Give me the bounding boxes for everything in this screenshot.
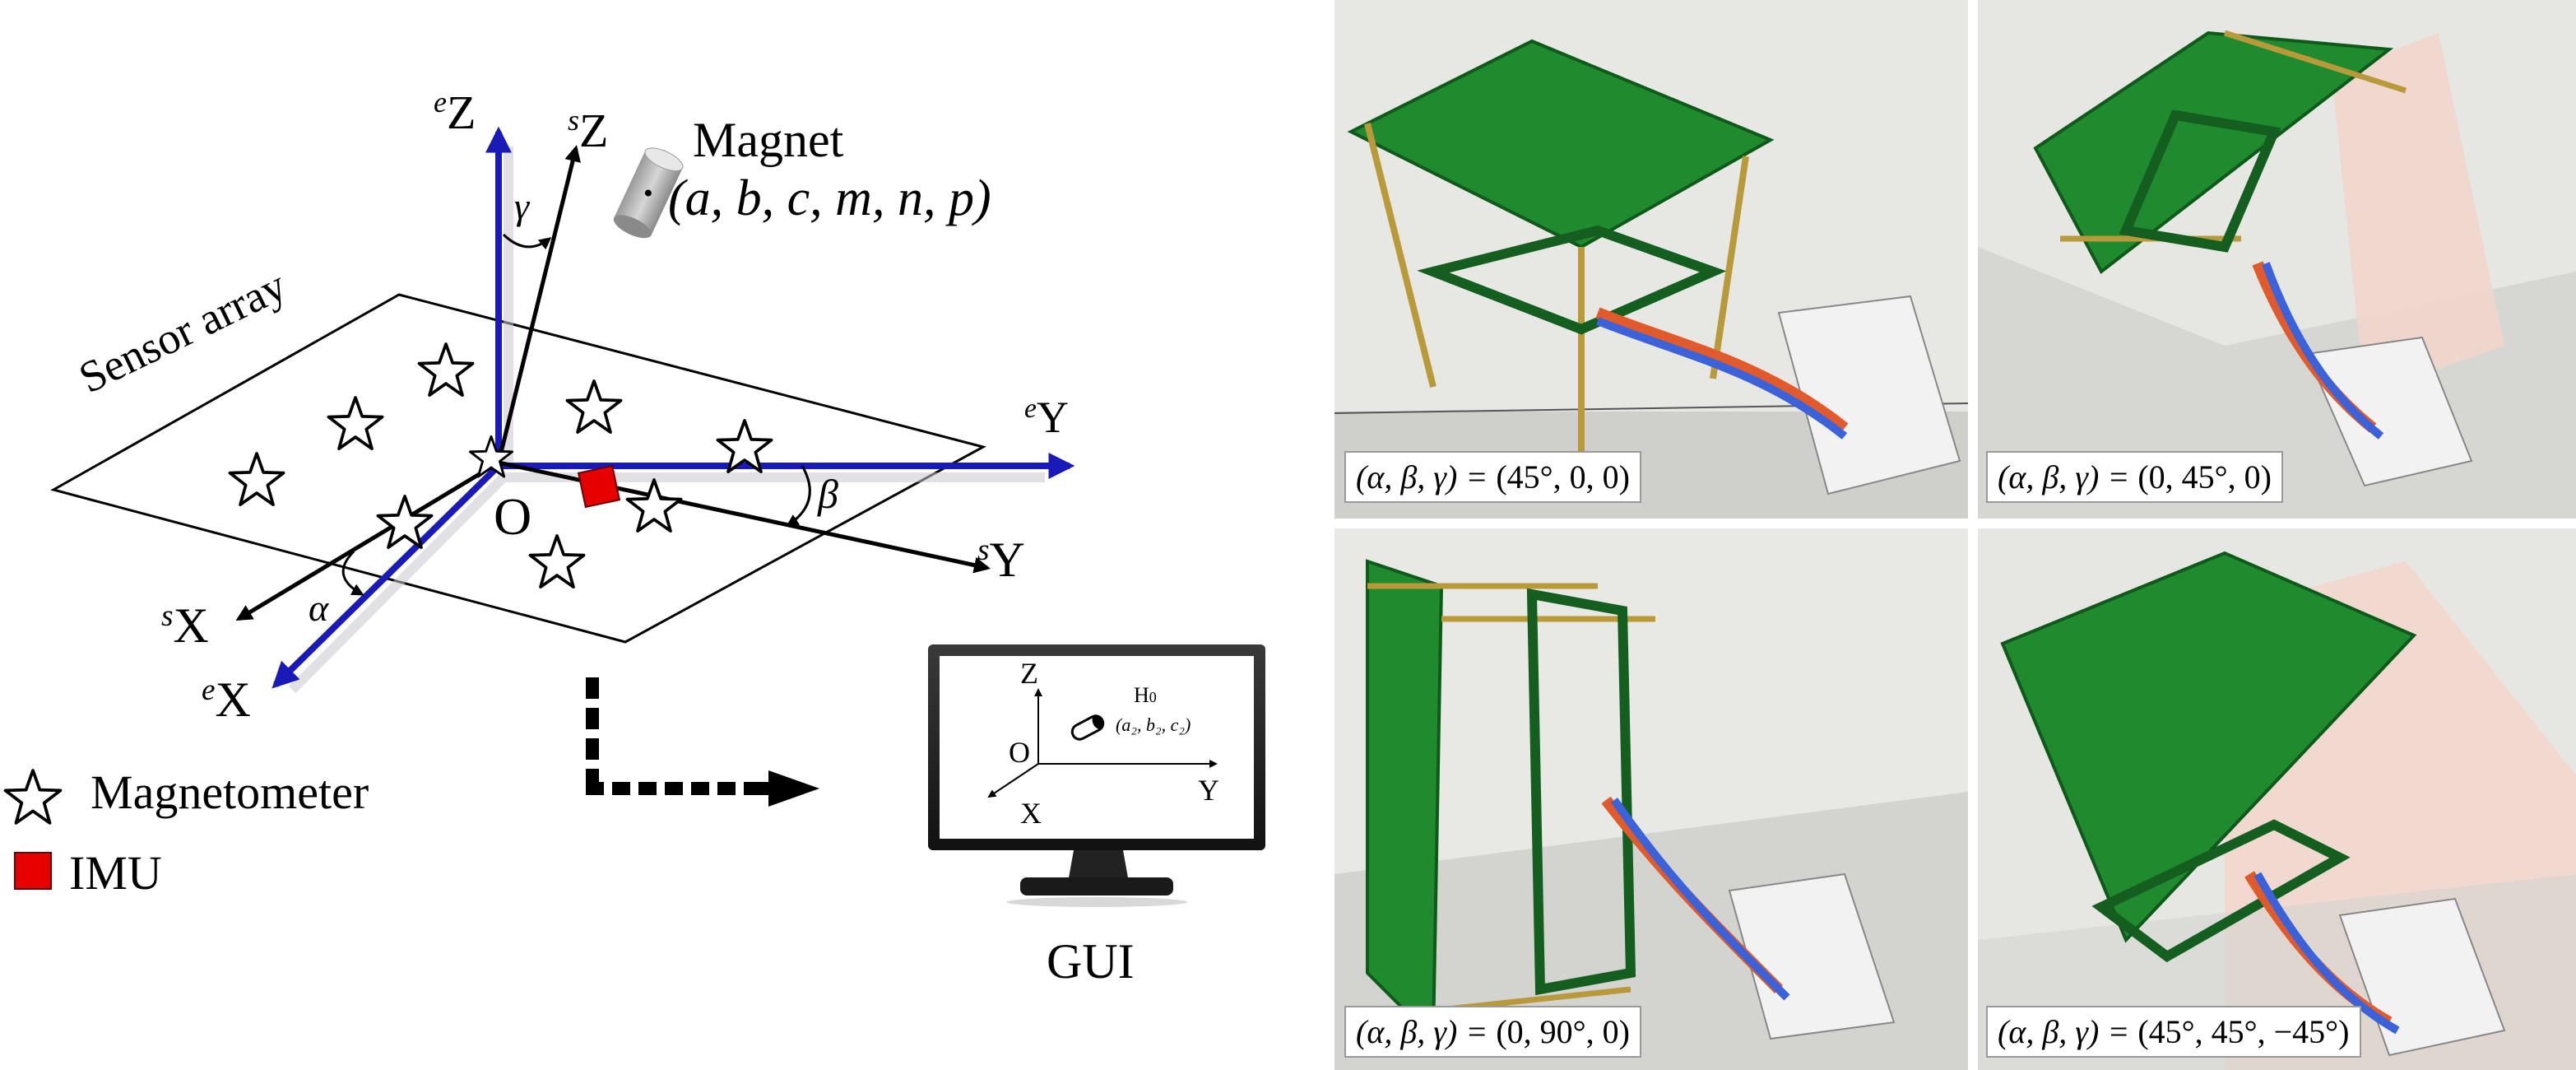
earth-z-label: eZ (434, 86, 476, 139)
gui-z-label: Z (1020, 657, 1038, 690)
beta-label: β (818, 471, 838, 517)
gamma-label: γ (514, 185, 530, 227)
gui-label: GUI (1047, 934, 1135, 989)
coordinate-diagram (3, 126, 1265, 907)
gui-monitor (928, 644, 1265, 907)
magnet-title: Magnet (693, 113, 844, 167)
photo-caption: (α, β, γ) = (0, 90°, 0) (1344, 1006, 1641, 1058)
imu-square (577, 464, 621, 509)
gamma-arc (502, 233, 552, 250)
beta-arc (786, 465, 811, 527)
magnet-params: (a, b, c, m, n, p) (668, 170, 991, 226)
magnetometer-legend-label: Magnetometer (91, 765, 369, 819)
magnetometer-legend-star-icon (3, 769, 63, 825)
imu-legend-label: IMU (69, 846, 162, 900)
photo-panel: (α, β, γ) = (45°, 0, 0) (1334, 0, 1968, 519)
sensor-z-label: sZ (568, 104, 609, 157)
origin-label: O (494, 487, 532, 546)
alpha-arc (341, 550, 364, 596)
alpha-label: α (309, 587, 329, 629)
gui-coords-label: (a₂, b₂, c₂) (1116, 714, 1191, 735)
earth-x-axis (272, 463, 501, 689)
gui-x-label: X (1020, 797, 1042, 830)
gui-o-label: O (1009, 736, 1030, 769)
photo-panel: (α, β, γ) = (0, 90°, 0) (1334, 528, 1968, 1070)
photo-panel: (α, β, γ) = (45°, 45°, −45°) (1978, 528, 2576, 1070)
magnet-icon (613, 147, 684, 239)
earth-x-label: eX (202, 672, 251, 727)
photo-caption: (α, β, γ) = (45°, 0, 0) (1344, 451, 1641, 503)
imu-legend-square (14, 852, 52, 890)
photo-panel: (α, β, γ) = (0, 45°, 0) (1978, 0, 2576, 519)
earth-y-label: eY (1024, 393, 1069, 442)
dashed-arrow (586, 677, 819, 807)
sensor-z-axis (496, 145, 581, 463)
sensor-y-label: sY (977, 533, 1025, 587)
gui-h0-label: H0 (1134, 683, 1157, 707)
photo-caption: (α, β, γ) = (0, 45°, 0) (1986, 451, 2283, 503)
sensor-x-axis (235, 460, 500, 621)
photo-caption: (α, β, γ) = (45°, 45°, −45°) (1986, 1006, 2361, 1058)
sensor-x-label: sX (161, 598, 209, 653)
gui-y-label: Y (1198, 774, 1219, 807)
